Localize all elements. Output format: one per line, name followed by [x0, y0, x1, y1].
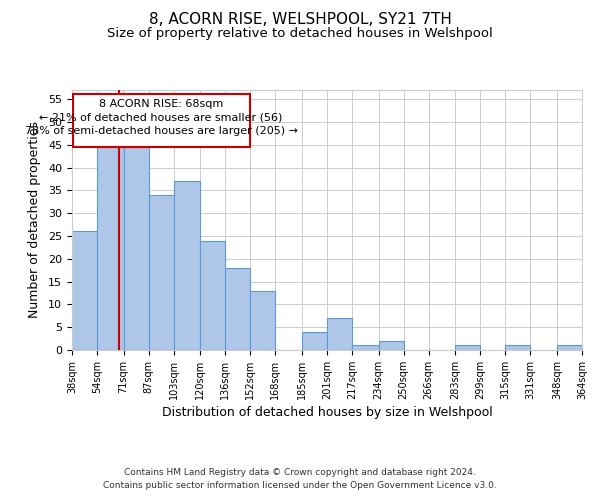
Text: ← 21% of detached houses are smaller (56): ← 21% of detached houses are smaller (56… [40, 112, 283, 122]
Text: Contains HM Land Registry data © Crown copyright and database right 2024.: Contains HM Land Registry data © Crown c… [124, 468, 476, 477]
Text: 8, ACORN RISE, WELSHPOOL, SY21 7TH: 8, ACORN RISE, WELSHPOOL, SY21 7TH [149, 12, 451, 28]
Bar [352, 346, 379, 350]
Bar [226, 268, 250, 350]
Text: 78% of semi-detached houses are larger (205) →: 78% of semi-detached houses are larger (… [25, 126, 298, 136]
Bar [200, 240, 226, 350]
Text: Contains public sector information licensed under the Open Government Licence v3: Contains public sector information licen… [103, 480, 497, 490]
Bar [379, 341, 404, 350]
X-axis label: Distribution of detached houses by size in Welshpool: Distribution of detached houses by size … [161, 406, 493, 419]
Bar [72, 232, 97, 350]
Text: 8 ACORN RISE: 68sqm: 8 ACORN RISE: 68sqm [99, 98, 223, 108]
Bar [505, 346, 530, 350]
Bar [97, 140, 124, 350]
Bar [173, 181, 200, 350]
Bar [327, 318, 352, 350]
Bar [557, 346, 582, 350]
FancyBboxPatch shape [73, 94, 250, 147]
Bar [124, 140, 149, 350]
Bar [149, 195, 173, 350]
Bar [302, 332, 327, 350]
Bar [455, 346, 481, 350]
Bar [250, 290, 275, 350]
Y-axis label: Number of detached properties: Number of detached properties [28, 122, 41, 318]
Text: Size of property relative to detached houses in Welshpool: Size of property relative to detached ho… [107, 28, 493, 40]
